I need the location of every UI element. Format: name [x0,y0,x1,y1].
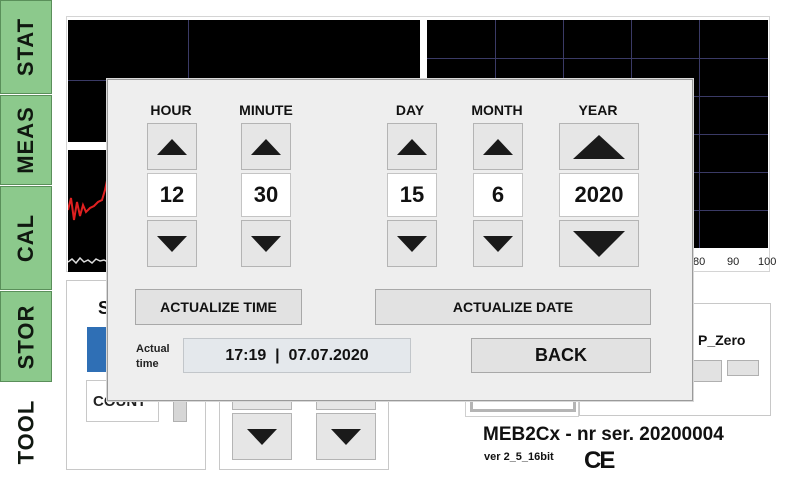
tab-meas-label: MEAS [13,106,38,174]
hour-up-button[interactable] [147,123,197,170]
back-button[interactable]: BACK [471,338,651,373]
trace-white [68,256,112,265]
minute-up-button[interactable] [241,123,291,170]
plot-top-middle [246,20,420,80]
hour-value: 12 [147,173,197,217]
month-down-button[interactable] [473,220,523,267]
day-up-button[interactable] [387,123,437,170]
day-down-button[interactable] [387,220,437,267]
triangle-down-icon [397,235,427,252]
triangle-down-icon [573,230,625,257]
year-label: YEAR [578,102,618,118]
triangle-down-icon [157,235,187,252]
triangle-up-icon [483,138,513,155]
tab-tool-label: TOOL [13,399,38,464]
day-label: DAY [395,102,425,118]
year-down-button[interactable] [559,220,639,267]
bg-blue-indicator [87,327,107,372]
tab-cal-label: CAL [13,213,38,263]
datetime-dialog: HOUR MINUTE DAY MONTH YEAR 12 30 15 [107,79,693,401]
trace-red [68,171,112,221]
triangle-up-icon [573,134,625,159]
minute-down-button[interactable] [241,220,291,267]
triangle-up-icon [157,138,187,155]
month-value: 6 [473,173,523,217]
triangle-down-icon [331,428,361,445]
month-up-button[interactable] [473,123,523,170]
bg-pzero-label: P_Zero [698,332,746,348]
tab-cal[interactable]: CAL [0,186,52,290]
x-tick-80: 80 [693,256,706,268]
minute-value: 30 [241,173,291,217]
ce-mark-logo: CE [584,447,615,474]
hour-down-button[interactable] [147,220,197,267]
device-title: MEB2Cx - nr ser. 20200004 [483,424,724,445]
bg-pzero-field-2[interactable] [727,360,759,376]
minute-label: MINUTE [239,102,293,118]
day-value: 15 [387,173,437,217]
actualize-date-button[interactable]: ACTUALIZE DATE [375,289,651,325]
triangle-down-icon [247,428,277,445]
bg-pzero-field-1[interactable] [692,360,722,382]
tab-stat[interactable]: STAT [0,0,52,94]
bg-up-button-1-edge[interactable] [232,401,292,410]
bg-down-button-2[interactable] [316,413,376,460]
trace-svg [68,171,112,265]
bg-up-button-2-edge[interactable] [316,401,376,410]
actualize-time-button[interactable]: ACTUALIZE TIME [135,289,302,325]
version-label: ver 2_5_16bit [484,451,554,463]
triangle-up-icon [397,138,427,155]
actual-time-label-line2: time [136,358,159,370]
plot-bottom-left [68,150,112,272]
triangle-up-icon [251,138,281,155]
tab-stat-label: STAT [13,17,38,77]
hour-label: HOUR [150,102,192,118]
bg-down-button-1[interactable] [232,413,292,460]
tab-stor-label: STOR [13,304,38,369]
triangle-down-icon [483,235,513,252]
tab-tool[interactable]: TOOL [0,383,52,480]
bg-bracket [470,398,576,412]
actual-time-readout: 17:19 | 07.07.2020 [183,338,411,373]
year-up-button[interactable] [559,123,639,170]
bg-scroll-thumb[interactable] [173,400,187,422]
year-value: 2020 [559,173,639,217]
x-tick-100: 100 [758,256,777,268]
x-tick-90: 90 [727,256,740,268]
tab-stor[interactable]: STOR [0,291,52,382]
tab-meas[interactable]: MEAS [0,95,52,185]
month-label: MONTH [471,102,523,118]
triangle-down-icon [251,235,281,252]
actual-time-label-line1: Actual [136,343,170,355]
